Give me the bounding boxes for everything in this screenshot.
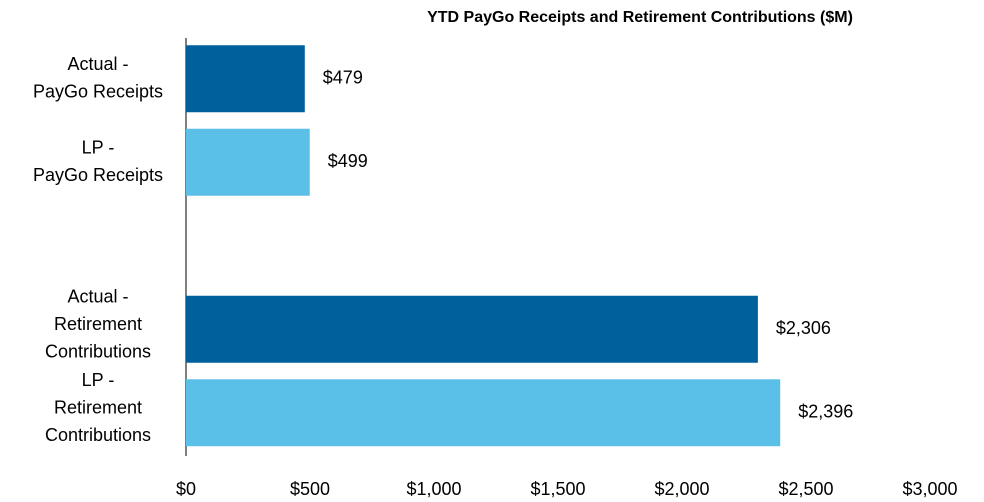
x-tick-label: $500	[290, 479, 330, 499]
y-tick-label: Actual -	[67, 54, 128, 74]
y-tick-label: Contributions	[45, 425, 151, 445]
bar	[186, 295, 758, 363]
x-tick-label: $2,500	[778, 479, 833, 499]
chart-title: YTD PayGo Receipts and Retirement Contri…	[427, 9, 853, 26]
data-label: $2,306	[776, 318, 831, 338]
data-label: $2,396	[798, 402, 853, 422]
x-tick-label: $3,000	[902, 479, 957, 499]
y-tick-label: LP -	[82, 370, 115, 390]
y-tick-label: Contributions	[45, 342, 151, 362]
bar	[186, 45, 305, 113]
y-tick-label: Retirement	[54, 314, 142, 334]
x-tick-label: $1,500	[530, 479, 585, 499]
y-tick-label: Retirement	[54, 398, 142, 418]
bar	[186, 128, 310, 196]
x-tick-label: $2,000	[654, 479, 709, 499]
x-tick-label: $1,000	[406, 479, 461, 499]
y-tick-label: PayGo Receipts	[33, 165, 163, 185]
data-label: $499	[328, 151, 368, 171]
x-tick-label: $0	[176, 479, 196, 499]
bar	[186, 379, 781, 447]
y-tick-label: LP -	[82, 137, 115, 157]
y-tick-label: Actual -	[67, 287, 128, 307]
data-label: $479	[323, 68, 363, 88]
y-tick-label: PayGo Receipts	[33, 81, 163, 101]
